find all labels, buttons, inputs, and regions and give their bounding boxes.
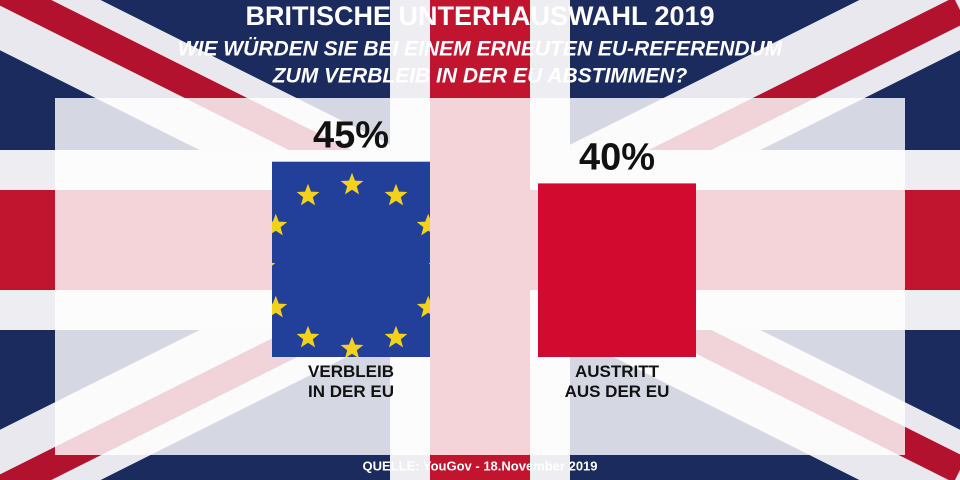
bar	[538, 183, 696, 357]
flag-star	[272, 295, 288, 318]
value-label: 40%	[579, 136, 655, 178]
flag-star	[296, 325, 320, 348]
flag-star	[340, 172, 364, 195]
flag-star	[416, 295, 430, 318]
panel	[55, 98, 905, 455]
source: QUELLE: YouGov - 18.November 2019	[362, 458, 597, 473]
chart-subtitle: WIE WÜRDEN SIE BEI EINEM ERNEUTEN EU-REF…	[178, 38, 783, 61]
flag-star	[384, 183, 408, 206]
chart-subtitle: ZUM VERBLEIB IN DER EU ABSTIMMEN?	[272, 65, 688, 88]
flag-star	[296, 183, 320, 206]
flag-star	[272, 213, 288, 236]
category-label: AUSTRITT AUS DER EU	[564, 362, 670, 401]
flag-star	[384, 325, 408, 348]
flag-star	[428, 262, 430, 265]
flag-star	[272, 262, 276, 266]
bar	[272, 161, 430, 357]
flag-stars	[272, 172, 430, 357]
category-label: VERBLEIB IN DER EU	[308, 362, 394, 401]
flag-star	[340, 336, 364, 357]
chart-title: BRITISCHE UNTERHAUSWAHL 2019	[245, 1, 714, 31]
value-label: 45%	[313, 115, 389, 157]
flag-star	[416, 213, 430, 236]
